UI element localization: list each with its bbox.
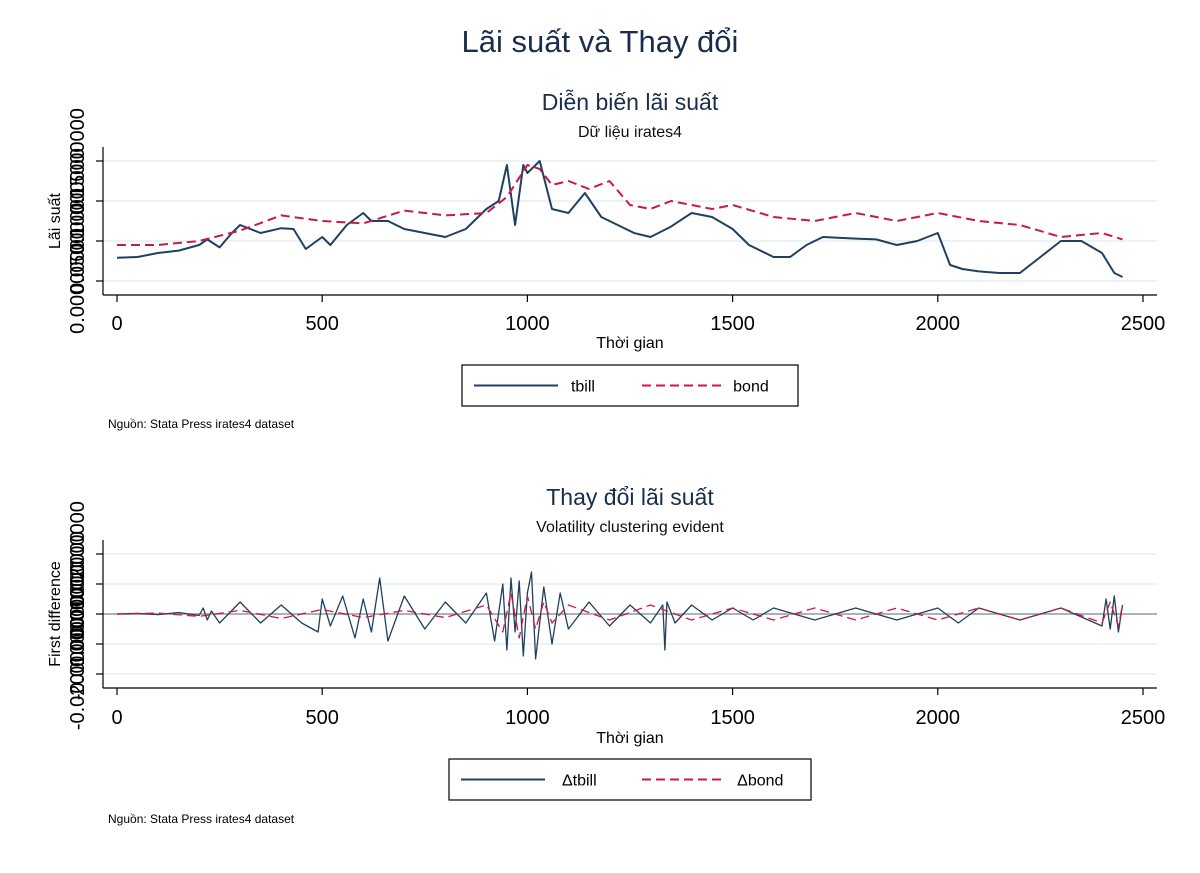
panel-interest-rates: Diễn biến lãi suất Dữ liệu irates4 0 500 100… — [47, 89, 1165, 431]
series-line-second — [116, 592, 1124, 639]
legend-label: Δbond — [737, 773, 783, 790]
y-tick-label: -0.01000000 — [67, 588, 89, 700]
y-tick-label: 0.00000000 — [67, 228, 89, 334]
y-axis-label: First difference — [47, 561, 64, 667]
x-tick-label: 1000 — [505, 707, 550, 729]
figure-title: Lãi suất và Thay đổi — [462, 24, 739, 59]
x-tick-label: 500 — [306, 313, 339, 335]
y-tick-label: 0.00000000 — [67, 561, 89, 667]
y-tick-label: 0.05000000 — [67, 188, 89, 294]
series-line-first — [116, 160, 1123, 278]
x-tick-label: 1500 — [710, 707, 755, 729]
y-tick-label: 0.01000000 — [67, 531, 89, 637]
x-tick-label: 1500 — [710, 313, 755, 335]
y-tick-label: 0.02000000 — [67, 501, 89, 607]
y-tick-label: 0.10000000 — [67, 148, 89, 254]
x-tick-label: 500 — [306, 707, 339, 729]
y-tick-label: 0.15000000 — [67, 108, 89, 214]
series-line-second — [117, 164, 1123, 246]
legend-label: tbill — [571, 379, 595, 396]
source-note: Nguồn: Stata Press irates4 dataset — [108, 417, 295, 431]
series-line-first — [116, 571, 1124, 660]
x-tick-label: 2000 — [916, 707, 961, 729]
x-tick-label: 0 — [111, 707, 122, 729]
chart-title: Diễn biến lãi suất — [542, 89, 719, 115]
chart-title: Thay đổi lãi suất — [546, 484, 714, 510]
panel-rate-changes: Thay đổi lãi suất Volatility clustering e… — [47, 484, 1165, 826]
y-tick-label: -0.02000000 — [67, 618, 89, 730]
chart-subtitle: Volatility clustering evident — [536, 519, 724, 536]
x-tick-label: 2000 — [916, 313, 961, 335]
legend-box — [461, 364, 799, 407]
x-tick-label: 2500 — [1121, 707, 1166, 729]
source-note: Nguồn: Stata Press irates4 dataset — [108, 812, 295, 826]
x-tick-label: 0 — [111, 313, 122, 335]
legend-label: bond — [733, 379, 769, 396]
y-axis-label: Lãi suất — [47, 192, 64, 249]
chart-subtitle: Dữ liệu irates4 — [578, 124, 682, 141]
x-axis-label: Thời gian — [596, 730, 663, 747]
legend-label: Δtbill — [562, 773, 597, 790]
x-tick-label: 2500 — [1121, 313, 1166, 335]
x-axis-label: Thời gian — [596, 335, 663, 352]
x-tick-label: 1000 — [505, 313, 550, 335]
